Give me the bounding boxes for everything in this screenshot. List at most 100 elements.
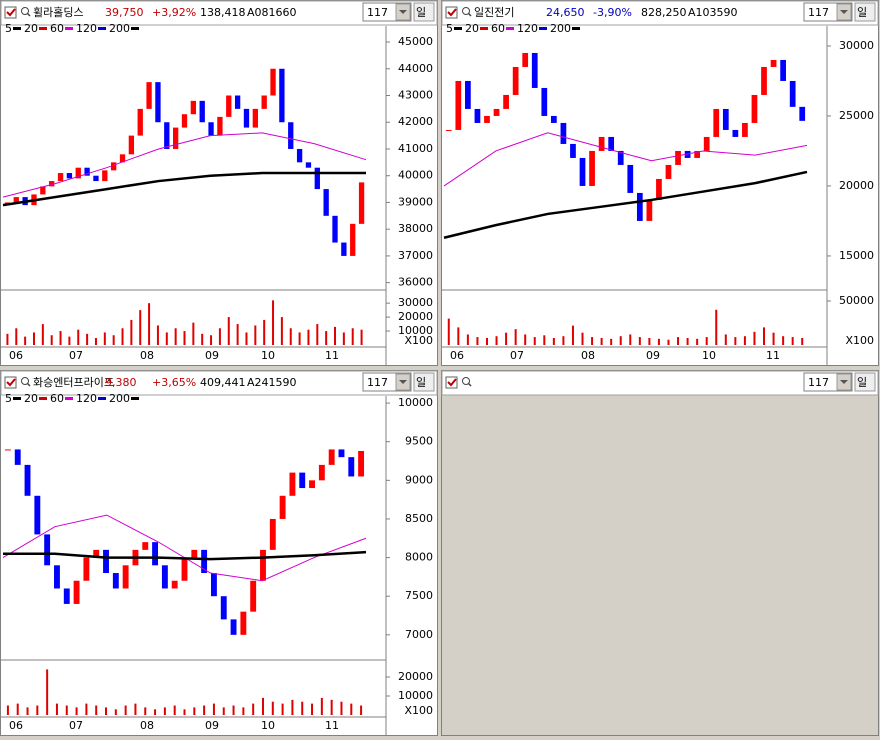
volume-bar bbox=[103, 332, 106, 345]
volume-bar bbox=[543, 335, 546, 345]
y-tick-label: 15000 bbox=[839, 249, 874, 262]
candle bbox=[761, 66, 767, 95]
check-mark bbox=[447, 8, 457, 17]
candle bbox=[694, 150, 701, 158]
search-icon[interactable] bbox=[462, 377, 470, 385]
y-tick-label: 8000 bbox=[405, 551, 433, 564]
candle bbox=[226, 95, 232, 117]
candle bbox=[617, 150, 624, 165]
unit-label: 일 bbox=[416, 5, 426, 19]
search-icon[interactable] bbox=[21, 377, 29, 385]
legend-label: 60 bbox=[491, 22, 505, 35]
volume-bar bbox=[715, 309, 718, 345]
volume-bar bbox=[144, 707, 147, 715]
volume-bar bbox=[218, 328, 221, 345]
candle bbox=[40, 186, 46, 195]
volume-bar bbox=[280, 317, 283, 345]
candle bbox=[191, 549, 198, 558]
volume-bar bbox=[154, 709, 157, 715]
y-tick-label: 9500 bbox=[405, 435, 433, 448]
candle bbox=[455, 80, 462, 130]
volume-bar bbox=[638, 337, 641, 345]
stock-price: 24,650 bbox=[546, 6, 585, 19]
volume-bar bbox=[330, 699, 333, 715]
volume-tick-label: 30000 bbox=[398, 296, 433, 309]
candle bbox=[722, 108, 729, 130]
moving-average bbox=[2, 171, 366, 207]
checkbox[interactable] bbox=[445, 6, 458, 19]
candle bbox=[770, 59, 777, 67]
candle bbox=[119, 154, 126, 163]
volume-bar bbox=[334, 326, 337, 345]
search-handle bbox=[26, 12, 31, 17]
y-tick-label: 37000 bbox=[398, 249, 433, 262]
stock-volume: 409,441 bbox=[200, 376, 246, 389]
unit-button[interactable] bbox=[854, 2, 876, 22]
candle bbox=[152, 542, 159, 566]
volume-bar bbox=[342, 332, 345, 345]
x-tick-label: 06 bbox=[450, 349, 464, 362]
candle bbox=[75, 167, 81, 179]
search-icon[interactable] bbox=[462, 7, 470, 15]
legend-swatch bbox=[98, 397, 106, 400]
volume-bar bbox=[148, 303, 151, 345]
legend-label: 60 bbox=[50, 22, 64, 35]
candle bbox=[598, 136, 605, 151]
stock-change: +3,65% bbox=[152, 376, 196, 389]
search-icon[interactable] bbox=[21, 7, 29, 15]
legend-swatch bbox=[454, 27, 462, 30]
volume-bar bbox=[281, 703, 284, 715]
candle bbox=[137, 108, 143, 136]
y-tick-label: 7000 bbox=[405, 628, 433, 641]
legend-swatch bbox=[13, 397, 21, 400]
unit-button[interactable] bbox=[413, 2, 435, 22]
volume-bar bbox=[457, 327, 460, 345]
candle bbox=[522, 52, 529, 67]
candle bbox=[314, 167, 320, 190]
y-tick-label: 25000 bbox=[839, 109, 874, 122]
volume-bar bbox=[291, 699, 294, 715]
volume-bar bbox=[26, 707, 29, 715]
unit-button[interactable] bbox=[854, 372, 876, 392]
candle bbox=[299, 472, 306, 489]
volume-bar bbox=[203, 705, 206, 715]
volume-bar bbox=[301, 701, 304, 715]
volume-bar bbox=[50, 335, 53, 345]
volume-bar bbox=[743, 336, 746, 345]
volume-bar bbox=[77, 329, 80, 345]
unit-button[interactable] bbox=[413, 372, 435, 392]
candle bbox=[465, 80, 471, 109]
x-tick-label: 11 bbox=[766, 349, 780, 362]
volume-bar bbox=[272, 300, 275, 345]
volume-bar bbox=[629, 334, 632, 345]
y-tick-label: 8500 bbox=[405, 512, 433, 525]
candle bbox=[348, 457, 355, 477]
candle bbox=[260, 549, 266, 581]
volume-bar bbox=[263, 319, 266, 345]
legend-label: 60 bbox=[50, 392, 64, 405]
candle bbox=[780, 59, 786, 81]
y-tick-label: 20000 bbox=[839, 179, 874, 192]
volume-bar bbox=[65, 705, 68, 715]
volume-bar bbox=[619, 336, 622, 345]
volume-bar bbox=[174, 328, 177, 345]
y-tick-label: 36000 bbox=[398, 276, 433, 289]
candle bbox=[474, 108, 481, 123]
checkbox[interactable] bbox=[4, 376, 17, 389]
volume-bar bbox=[581, 332, 584, 345]
checkbox[interactable] bbox=[4, 6, 17, 19]
y-tick-label: 9000 bbox=[405, 473, 433, 486]
legend-swatch bbox=[506, 27, 514, 30]
y-tick-label: 43000 bbox=[398, 89, 433, 102]
volume-bar bbox=[6, 705, 9, 715]
volume-bar bbox=[340, 701, 343, 715]
y-tick-label: 45000 bbox=[398, 35, 433, 48]
legend-label: 200 bbox=[109, 22, 130, 35]
volume-bar bbox=[705, 337, 708, 345]
stock-volume: 138,418 bbox=[200, 6, 246, 19]
volume-bar bbox=[16, 703, 19, 715]
candle bbox=[560, 122, 567, 144]
checkbox[interactable] bbox=[445, 376, 458, 389]
candle bbox=[665, 164, 672, 179]
candle bbox=[589, 150, 595, 186]
